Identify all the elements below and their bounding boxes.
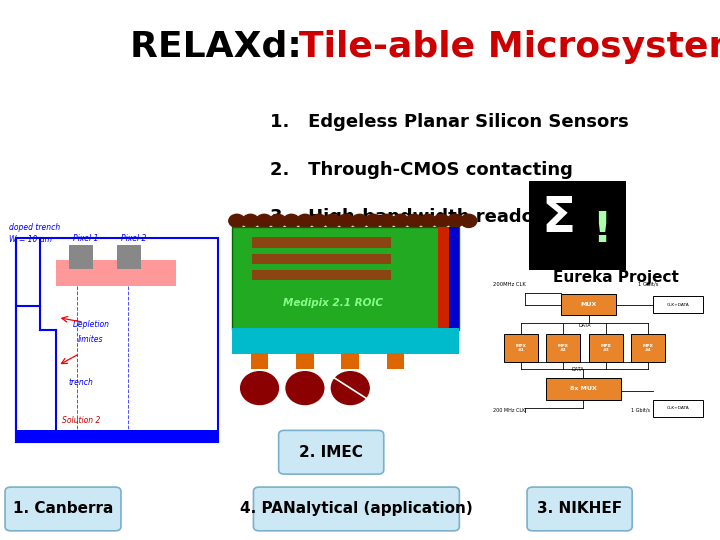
FancyBboxPatch shape — [5, 487, 121, 531]
Circle shape — [379, 214, 395, 227]
Circle shape — [461, 214, 477, 227]
Circle shape — [351, 214, 368, 227]
Text: Pixel 1: Pixel 1 — [73, 234, 99, 242]
Circle shape — [284, 214, 300, 227]
Bar — [232, 328, 459, 354]
FancyBboxPatch shape — [504, 334, 538, 362]
Text: MUX: MUX — [580, 302, 597, 307]
Bar — [296, 353, 314, 369]
Circle shape — [338, 214, 354, 227]
Text: 1. Canberra: 1. Canberra — [13, 502, 113, 516]
Text: limites: limites — [78, 335, 103, 343]
Bar — [341, 353, 359, 369]
FancyBboxPatch shape — [279, 430, 384, 474]
Text: 1 Gbit/s: 1 Gbit/s — [638, 282, 658, 287]
Ellipse shape — [286, 372, 324, 404]
Text: 1.   Edgeless Planar Silicon Sensors: 1. Edgeless Planar Silicon Sensors — [270, 113, 629, 131]
Ellipse shape — [240, 372, 279, 404]
Circle shape — [392, 214, 408, 227]
Circle shape — [365, 214, 382, 227]
Text: Pixel 2: Pixel 2 — [122, 234, 147, 242]
FancyBboxPatch shape — [589, 334, 623, 362]
Text: MPX
#1: MPX #1 — [516, 343, 526, 352]
Text: 8x MUX: 8x MUX — [570, 386, 597, 391]
Text: 1 Gbit/s: 1 Gbit/s — [631, 408, 650, 413]
FancyBboxPatch shape — [253, 487, 459, 531]
Circle shape — [447, 214, 463, 227]
Text: MPX
#4: MPX #4 — [643, 343, 654, 352]
Text: Tile-able Microsystems: Tile-able Microsystems — [299, 30, 720, 64]
Bar — [232, 227, 459, 329]
Text: 2. IMEC: 2. IMEC — [300, 445, 363, 460]
Circle shape — [433, 214, 449, 227]
Text: Medipix 2.1 ROIC: Medipix 2.1 ROIC — [283, 298, 382, 308]
FancyBboxPatch shape — [546, 334, 580, 362]
Text: 200 MHz CLK: 200 MHz CLK — [493, 408, 526, 413]
Text: 2.   Through-CMOS contacting: 2. Through-CMOS contacting — [270, 161, 573, 179]
Text: Σ: Σ — [541, 194, 575, 242]
Bar — [438, 227, 449, 329]
Circle shape — [310, 214, 327, 227]
Text: 3.   High-bandwidth readout: 3. High-bandwidth readout — [270, 208, 555, 226]
Circle shape — [297, 214, 313, 227]
Text: CLK+DATA: CLK+DATA — [667, 302, 689, 307]
Text: Depletion: Depletion — [73, 320, 110, 329]
Bar — [252, 237, 391, 247]
Bar — [16, 238, 218, 442]
FancyBboxPatch shape — [527, 487, 632, 531]
Circle shape — [256, 214, 272, 227]
Circle shape — [270, 214, 286, 227]
Bar — [117, 246, 141, 269]
Bar — [449, 227, 459, 329]
Text: !: ! — [593, 209, 612, 251]
Text: trench: trench — [68, 378, 94, 387]
Circle shape — [406, 214, 422, 227]
Text: 4. PANalytical (application): 4. PANalytical (application) — [240, 502, 473, 516]
Bar — [387, 353, 405, 369]
Bar — [251, 353, 269, 369]
Bar — [16, 430, 218, 442]
FancyBboxPatch shape — [546, 378, 621, 400]
Circle shape — [420, 214, 436, 227]
Text: DATA: DATA — [578, 323, 591, 328]
Text: 3. NIKHEF: 3. NIKHEF — [537, 502, 622, 516]
Ellipse shape — [331, 372, 369, 404]
Bar — [252, 254, 391, 264]
Bar — [55, 260, 176, 286]
Bar — [252, 270, 391, 280]
Circle shape — [229, 214, 245, 227]
Text: W = 10 µm: W = 10 µm — [9, 235, 53, 244]
FancyBboxPatch shape — [561, 294, 616, 315]
Text: 200MHz CLK: 200MHz CLK — [493, 282, 526, 287]
FancyBboxPatch shape — [652, 296, 703, 313]
Text: DATA: DATA — [572, 367, 585, 372]
Circle shape — [324, 214, 341, 227]
Text: CLK+DATA: CLK+DATA — [667, 407, 689, 410]
Text: doped trench: doped trench — [9, 223, 60, 232]
FancyBboxPatch shape — [631, 334, 665, 362]
Bar — [68, 246, 93, 269]
Circle shape — [243, 214, 258, 227]
FancyBboxPatch shape — [652, 400, 703, 417]
Text: Solution 2: Solution 2 — [62, 416, 101, 426]
Text: Eureka Project: Eureka Project — [553, 270, 678, 285]
Text: MPX
#3: MPX #3 — [600, 343, 611, 352]
Text: MPX
#2: MPX #2 — [558, 343, 569, 352]
Text: RELAXd:: RELAXd: — [130, 30, 314, 64]
